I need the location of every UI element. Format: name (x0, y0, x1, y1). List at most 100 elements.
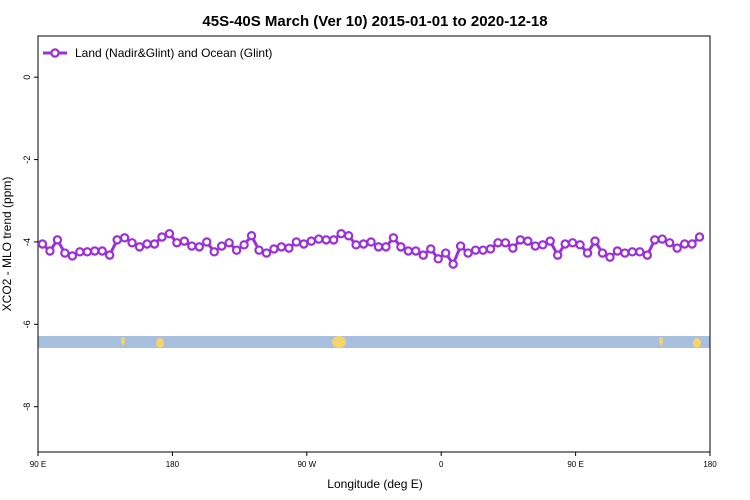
point (112, 235, 122, 245)
point (448, 259, 458, 269)
point (104, 250, 115, 260)
point (82, 247, 92, 257)
x-tick-label: 90 E (567, 460, 583, 469)
point (202, 237, 212, 247)
point (642, 250, 652, 260)
point (291, 237, 302, 247)
point (269, 244, 279, 254)
point (45, 246, 55, 256)
point (627, 247, 638, 257)
point (418, 250, 428, 260)
point (261, 248, 272, 258)
point (552, 250, 563, 260)
point (388, 233, 399, 243)
point (172, 238, 182, 248)
point (224, 238, 234, 248)
chart-title: 45S-40S March (Ver 10) 2015-01-01 to 202… (202, 13, 547, 30)
point (597, 248, 608, 258)
point (90, 246, 100, 256)
point (97, 246, 107, 256)
point (366, 237, 376, 247)
point (396, 242, 406, 252)
point (605, 252, 615, 262)
point (209, 247, 219, 257)
x-axis-label: Longitude (deg E) (327, 477, 422, 491)
land (332, 336, 346, 348)
point (216, 241, 227, 251)
point (560, 239, 570, 249)
x-tick-label: 90 W (297, 460, 316, 469)
point (433, 254, 443, 264)
land (659, 337, 663, 345)
point (67, 251, 78, 261)
point (523, 236, 533, 246)
land (693, 338, 701, 348)
point (657, 234, 667, 244)
point (500, 238, 511, 248)
legend-marker (50, 48, 60, 58)
point (575, 240, 585, 250)
point (694, 232, 705, 242)
point (664, 238, 675, 248)
point (545, 236, 555, 246)
land (156, 338, 164, 348)
point (142, 239, 152, 249)
point (508, 243, 518, 253)
point (239, 240, 249, 250)
point (246, 231, 257, 241)
point (52, 235, 63, 245)
point (328, 235, 339, 245)
point (567, 238, 578, 248)
point (284, 243, 294, 253)
point (373, 242, 384, 252)
point (75, 247, 85, 257)
point (590, 236, 600, 246)
point (127, 238, 137, 248)
point (306, 236, 316, 246)
point (403, 246, 414, 256)
point (635, 247, 645, 257)
point (426, 244, 436, 254)
point (515, 235, 526, 245)
point (314, 234, 324, 244)
point (60, 248, 70, 258)
point (440, 248, 451, 258)
y-tick-label: 0 (22, 75, 32, 80)
point (411, 246, 421, 256)
point (687, 239, 697, 249)
point (149, 239, 160, 249)
point (612, 246, 623, 256)
point (179, 236, 190, 246)
point (254, 245, 264, 255)
point (485, 244, 496, 254)
y-tick-label: -2 (22, 156, 32, 164)
point (650, 235, 660, 245)
point (455, 241, 466, 251)
y-tick-label: -4 (22, 238, 32, 246)
point (470, 245, 481, 255)
x-tick-label: 0 (439, 460, 444, 469)
point (679, 239, 690, 249)
y-tick-label: -8 (22, 403, 32, 411)
point (582, 248, 593, 258)
land (121, 337, 125, 345)
point (231, 245, 242, 255)
x-tick-label: 180 (703, 460, 717, 469)
y-axis-label: XCO2 - MLO trend (ppm) (0, 177, 14, 312)
x-tick-label: 90 E (30, 460, 46, 469)
point (276, 242, 287, 252)
point (119, 233, 130, 243)
point (620, 248, 630, 258)
point (530, 241, 540, 251)
point (194, 242, 204, 252)
y-tick-label: -6 (22, 320, 32, 328)
point (37, 239, 48, 249)
point (463, 248, 473, 258)
point (478, 245, 488, 255)
point (381, 242, 391, 252)
point (164, 229, 175, 239)
legend-label: Land (Nadir&Glint) and Ocean (Glint) (75, 46, 272, 60)
point (343, 231, 354, 241)
